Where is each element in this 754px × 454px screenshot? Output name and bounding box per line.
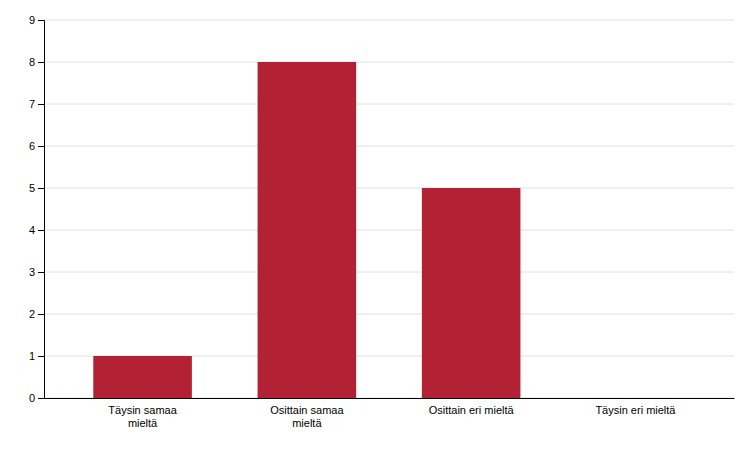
grid-line [44,62,734,63]
tick-mark [38,104,44,105]
tick-label-line: Osittain samaa [270,404,344,416]
tick-mark [38,356,44,357]
tick-label: 4 [29,224,35,236]
tick: 1 [29,350,44,362]
tick: 7 [29,98,44,110]
chart-container: 0123456789Täysin samaamieltäOsittain sam… [0,0,754,454]
tick: 6 [29,140,44,152]
tick: 9 [29,14,44,26]
x-axis: Täysin samaamieltäOsittain samaamieltäOs… [45,399,735,430]
tick: Osittain eri mieltä [429,404,515,416]
plot: 0123456789Täysin samaamieltäOsittain sam… [29,14,735,429]
grid [44,20,734,398]
grid-line [44,104,734,105]
grid-line [44,272,734,273]
tick-mark [38,272,44,273]
tick-label: 6 [29,140,35,152]
grid-line [44,146,734,147]
tick: Osittain samaamieltä [270,404,344,429]
tick-label: 8 [29,56,35,68]
tick: 5 [29,182,44,194]
tick-label: 2 [29,308,35,320]
bar [586,398,685,399]
tick-label: 3 [29,266,35,278]
tick: 3 [29,266,44,278]
tick-label-line: Täysin samaa [108,404,177,416]
tick: Täysin samaamieltä [108,404,177,429]
tick-mark [38,398,44,399]
tick-mark [38,62,44,63]
tick-label-line: Täysin eri mieltä [595,404,676,416]
y-axis: 0 1 2 3 4 5 6 7 8 9 [29,14,45,404]
tick: 0 [29,392,44,404]
tick: Täysin eri mieltä [595,404,676,416]
tick-mark [38,188,44,189]
tick-label-line: mieltä [128,417,158,429]
bars [93,62,520,398]
tick: 8 [29,56,44,68]
grid-line [44,20,734,21]
tick-label: 1 [29,350,35,362]
tick-label: 9 [29,14,35,26]
axis-line [38,21,45,399]
grid-line [44,314,734,315]
grid-line [44,230,734,231]
tick-label: 5 [29,182,35,194]
tick: 4 [29,224,44,236]
tick-mark [38,230,44,231]
bar [258,62,357,398]
grid-line [44,188,734,189]
axis-line [45,398,735,399]
tick-label: 0 [29,392,35,404]
tick-mark [38,20,44,21]
tick-label-line: Osittain eri mieltä [429,404,515,416]
tick-mark [38,314,44,315]
tick: 2 [29,308,44,320]
tick-mark [38,146,44,147]
tick-label: 7 [29,98,35,110]
tick-label: Täysin eri mieltä [595,404,676,416]
bar [93,356,192,398]
tick-label: Täysin samaamieltä [108,404,177,429]
bar [422,188,521,398]
tick-label-line: mieltä [292,417,322,429]
tick-label: Osittain eri mieltä [429,404,515,416]
chart-svg: 0123456789Täysin samaamieltäOsittain sam… [0,0,754,454]
tick-label: Osittain samaamieltä [270,404,344,429]
